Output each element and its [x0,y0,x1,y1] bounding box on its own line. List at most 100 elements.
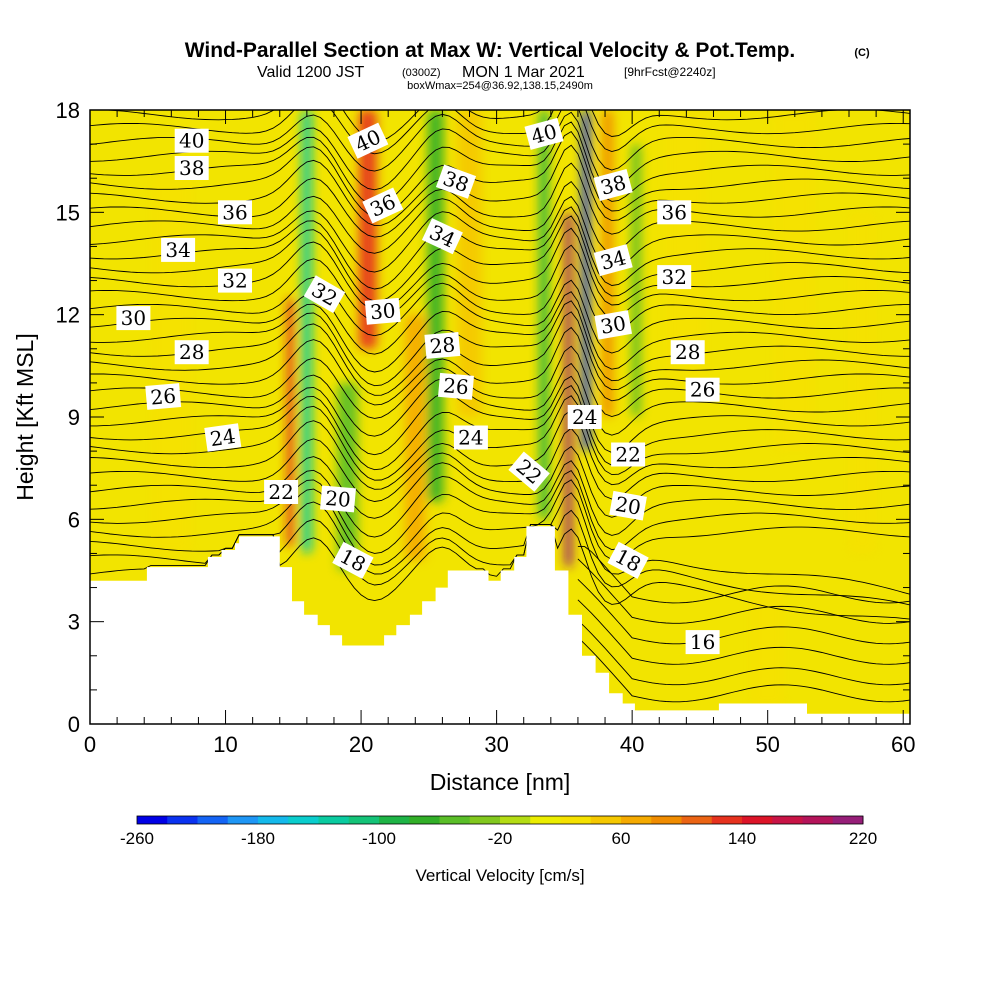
colorbar-swatch [711,816,743,824]
x-tick-label: 60 [891,732,915,757]
x-tick-label: 30 [484,732,508,757]
theta-contour-line [90,492,910,595]
chart-title: Wind-Parallel Section at Max W: Vertical… [185,39,796,62]
contour-label-box [347,122,389,159]
copyright-mark: (C) [854,47,870,59]
colorbar-swatch [409,816,440,824]
theta-contour-label: 34 [161,237,196,262]
y-tick-label: 3 [68,610,80,635]
theta-contour-line [90,291,910,373]
colorbar-tick-label: 220 [849,829,877,848]
colorbar-swatch [590,816,622,824]
contour-label-box [362,187,404,224]
theta-contour-label: 28 [174,340,209,365]
x-tick-label: 50 [755,732,779,757]
theta-contour-label: 30 [364,297,401,325]
theta-contour-line [90,479,910,566]
contour-label-box [609,490,647,521]
colorbar-swatch [742,816,773,824]
colorbar-tick-label: -20 [488,829,513,848]
velocity-feature [457,110,482,417]
theta-contour-label: 24 [567,405,602,429]
contour-label-text: 22 [268,480,293,504]
colorbar-tick-label: -260 [120,829,154,848]
contour-label-box [594,310,633,340]
theta-contour-line [90,111,910,191]
theta-contour-label: 22 [611,442,646,467]
contour-label-box [264,480,299,504]
x-tick-label: 10 [213,732,237,757]
colorbar-swatch [318,816,350,824]
contour-label-text: 22 [615,443,640,467]
contour-label-box [218,268,252,293]
contour-label-box [524,117,564,150]
theta-contour-label: 40 [174,128,209,153]
theta-contour-label: 16 [685,630,720,655]
theta-contour-line [90,445,910,519]
theta-contour-line [90,195,910,273]
theta-contour-line [90,244,910,322]
x-tick-label: 20 [349,732,373,757]
contour-label-box [685,630,720,655]
valid-time-utc: (0300Z) [402,67,441,79]
theta-contour-line [90,130,910,217]
contour-label-box [116,306,151,331]
velocity-feature [427,110,444,503]
contour-label-text: 30 [121,306,146,330]
theta-contour-label: 28 [424,331,461,359]
theta-contour-line [90,121,910,206]
theta-contour-label: 32 [218,268,252,293]
colorbar-label: Vertical Velocity [cm/s] [415,866,584,885]
valid-time-prefix: Valid 1200 JST [257,64,365,81]
theta-contour-line [577,619,910,686]
colorbar-swatch [621,816,652,824]
contour-label-text: 20 [613,492,642,520]
contour-label-text: 16 [690,630,715,654]
theta-contour-line [90,206,910,290]
contour-label-box [204,423,242,452]
colorbar-swatch [530,816,561,824]
theta-contour-line [90,409,910,490]
contour-label-box [508,451,550,492]
contour-label-box [161,237,196,262]
theta-contour-line [90,375,910,456]
contour-label-text: 40 [179,129,204,153]
contour-label-box [174,156,209,180]
colorbar: -260 -180 -100 -20 60 140 220 [120,815,877,848]
contour-label-box [424,331,461,359]
contour-label-text: 30 [369,298,396,324]
colorbar-swatch [681,816,713,824]
contour-label-text: 26 [690,378,715,402]
contour-label-box [421,218,463,255]
theta-contour-line [90,300,910,387]
contour-label-box [174,340,209,365]
theta-contour-label: 20 [609,490,647,521]
y-tick-label: 12 [56,303,80,328]
theta-contour-line [93,110,910,142]
theta-contour-line [90,345,910,419]
theta-contour-label: 26 [438,372,474,400]
contour-label-text: 36 [222,200,247,224]
contour-label-text: 28 [429,332,456,358]
terrain [90,526,910,724]
theta-contour-line [90,395,910,481]
theta-contour-line [90,460,910,538]
colorbar-swatch [197,816,229,824]
contour-label-box [438,372,474,400]
plot-area: 4038363432302826242240363230201838342826… [90,110,910,724]
valid-date: MON 1 Mar 2021 [462,64,585,81]
colorbar-swatch [560,816,592,824]
contour-label-text: 24 [458,426,483,450]
y-tick-label: 6 [68,507,80,532]
velocity-feature [849,212,877,554]
contour-label-box [332,541,374,579]
contour-label-box [320,485,356,513]
theta-contour-label: 20 [320,485,356,513]
theta-contour-line [90,279,910,355]
velocity-feature [337,382,358,571]
theta-contour-label: 32 [657,265,692,290]
contour-label-text: 26 [149,383,176,409]
theta-contour-label: 36 [657,200,692,225]
velocity-feature [359,110,377,349]
